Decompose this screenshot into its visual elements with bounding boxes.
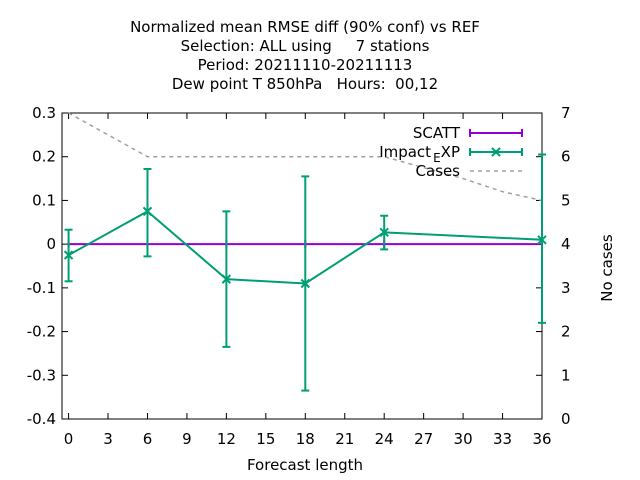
- y-tick-label: 0.1: [32, 191, 56, 209]
- y-tick-label: 0.3: [32, 104, 56, 122]
- y-tick-label: 0: [46, 235, 56, 253]
- impact-point: [300, 278, 310, 289]
- x-axis: 0 3 6 9 12 15 18 21 24 27 30 33 36: [64, 113, 552, 448]
- legend-swatch-marker: [491, 147, 501, 157]
- title-line: Selection: ALL using 7 stations: [181, 37, 430, 55]
- x-tick-label: 6: [143, 430, 153, 448]
- y-tick-label: -0.2: [27, 323, 56, 341]
- y-tick-label: -0.1: [27, 279, 56, 297]
- impact-point: [142, 206, 153, 217]
- y-tick-label: -0.3: [27, 366, 56, 384]
- y-tick-label: -0.4: [27, 410, 56, 428]
- title-line: Period: 20211110-20211113: [198, 56, 413, 74]
- x-tick-label: 21: [335, 430, 354, 448]
- legend-label-cases: Cases: [415, 162, 460, 180]
- impact-line: [68, 210, 543, 285]
- x-tick-label: 30: [454, 430, 473, 448]
- legend-label-subscript: E: [433, 151, 441, 165]
- y2-tick-label: 0: [561, 410, 571, 428]
- x-tick-label: 27: [414, 430, 433, 448]
- y2-axis: 7 6 5 4 3 2 1 0: [536, 104, 571, 428]
- y2-axis-label: No cases: [598, 234, 616, 302]
- y-axis: 0.3 0.2 0.1 0 -0.1 -0.2 -0.3 -0.4: [27, 104, 68, 428]
- impact-point: [379, 227, 389, 238]
- title-line: Dew point T 850hPa Hours: 00,12: [172, 75, 438, 93]
- series-group: [63, 112, 547, 392]
- impact-point: [63, 250, 74, 260]
- legend-label-part: Impact: [379, 143, 431, 161]
- x-tick-label: 12: [217, 430, 236, 448]
- y2-tick-label: 6: [561, 148, 571, 166]
- x-tick-label: 0: [64, 430, 74, 448]
- x-tick-label: 36: [532, 430, 551, 448]
- x-axis-label: Forecast length: [247, 456, 363, 474]
- x-tick-label: 24: [375, 430, 394, 448]
- y2-tick-label: 7: [561, 104, 571, 122]
- x-tick-label: 33: [493, 430, 512, 448]
- y2-tick-label: 3: [561, 279, 571, 297]
- plot-area: [61, 112, 543, 420]
- x-tick-label: 3: [103, 430, 113, 448]
- chart-title: Normalized mean RMSE diff (90% conf) vs …: [130, 18, 480, 93]
- title-line: Normalized mean RMSE diff (90% conf) vs …: [130, 18, 480, 36]
- x-tick-label: 9: [182, 430, 192, 448]
- legend-label-scatt: SCATT: [413, 124, 461, 142]
- legend-label-part: XP: [441, 143, 460, 161]
- impact-point: [537, 235, 547, 245]
- impact-point: [221, 274, 232, 284]
- x-tick-label: 15: [256, 430, 275, 448]
- cases-line: [68, 112, 543, 202]
- y2-tick-label: 1: [561, 366, 571, 384]
- y2-tick-label: 2: [561, 323, 571, 341]
- y-tick-label: 0.2: [32, 148, 56, 166]
- x-tick-label: 18: [296, 430, 315, 448]
- y2-tick-label: 5: [561, 191, 571, 209]
- legend-label-impact: Impact EXP: [379, 143, 460, 165]
- y2-tick-label: 4: [561, 235, 571, 253]
- plot-frame: [61, 112, 543, 420]
